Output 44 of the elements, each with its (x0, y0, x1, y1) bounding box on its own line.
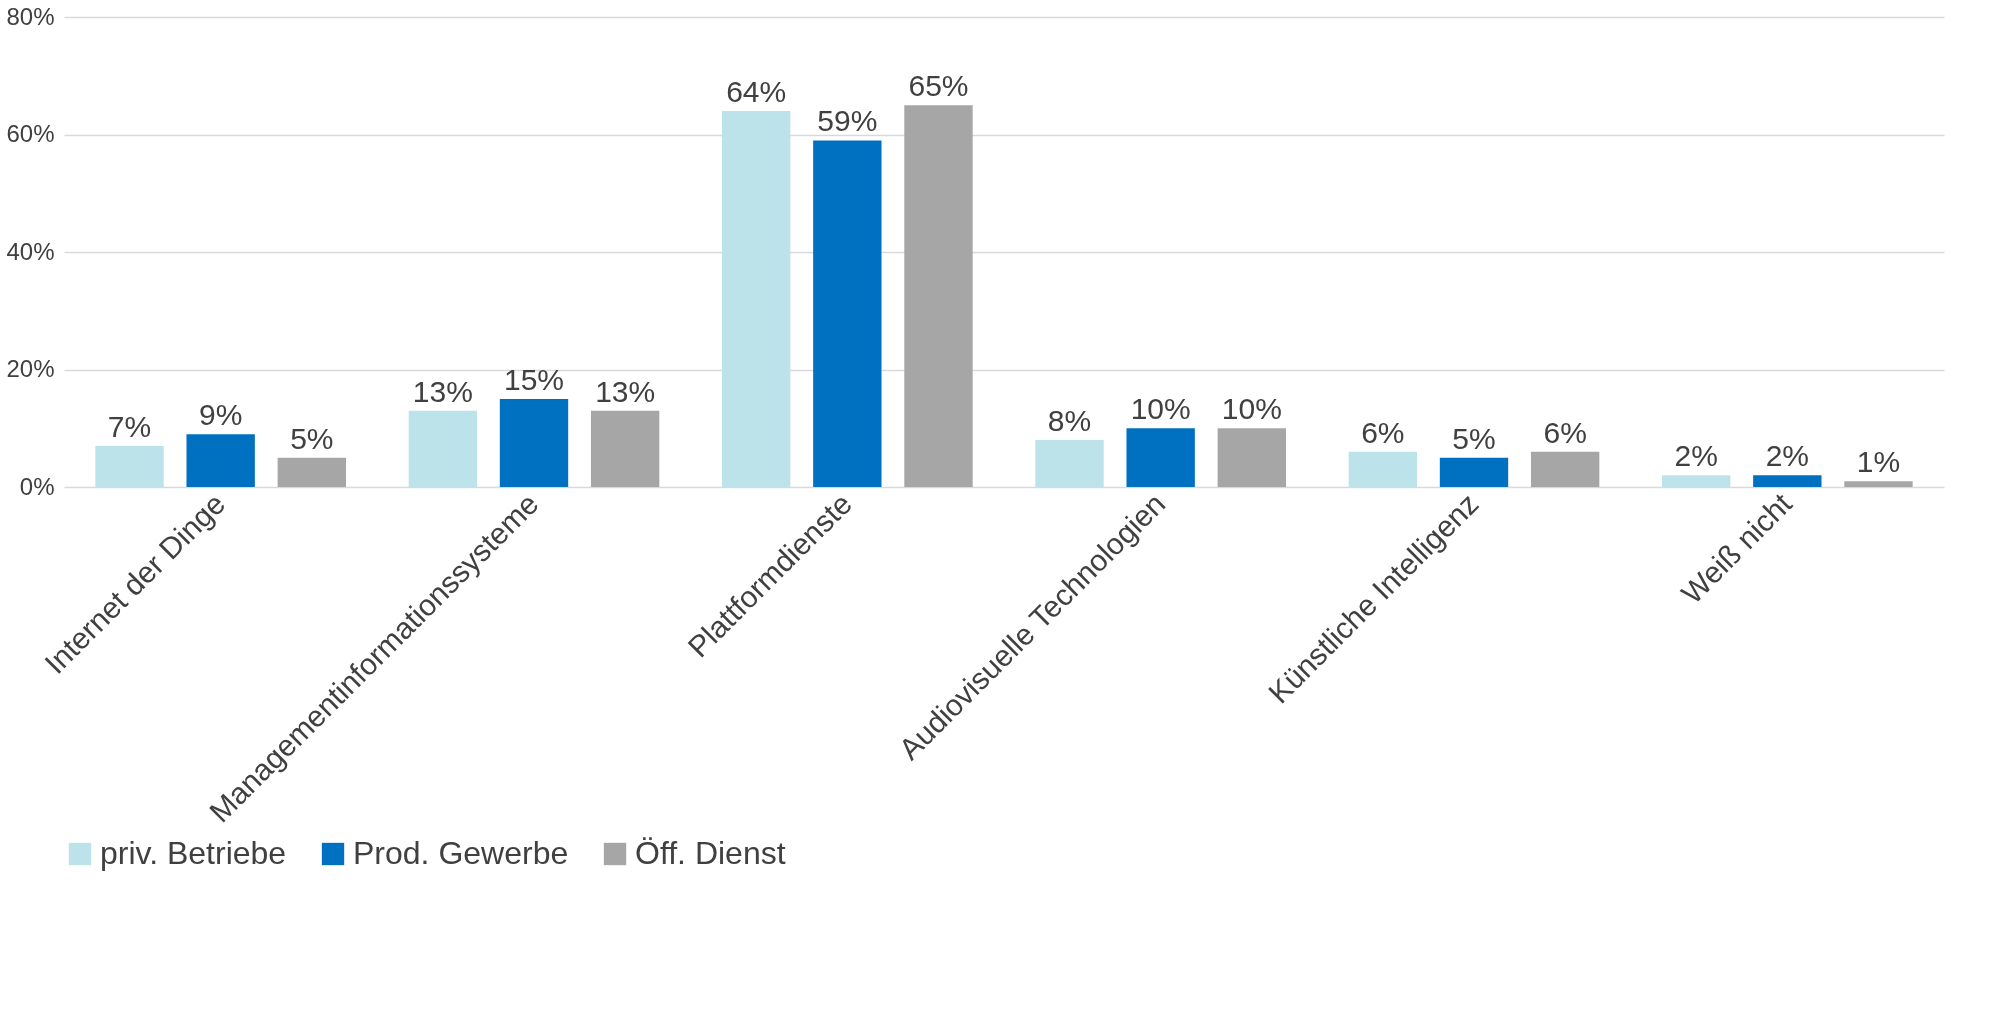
bar (722, 111, 791, 487)
legend-label: priv. Betriebe (100, 835, 287, 871)
y-tick-label: 80% (6, 2, 55, 30)
data-label: 15% (503, 362, 565, 396)
data-label: 9% (198, 398, 243, 432)
bar (95, 445, 164, 487)
data-label: 1% (1856, 445, 1901, 479)
bar (1348, 451, 1418, 487)
data-label: 5% (1452, 421, 1496, 455)
bar (813, 140, 882, 487)
bar (904, 105, 973, 487)
bar (1662, 475, 1731, 487)
bar (1217, 428, 1286, 487)
data-label: 13% (595, 374, 656, 408)
data-label: 59% (817, 104, 878, 138)
bar (408, 410, 478, 487)
bar (1035, 440, 1104, 487)
data-label: 2% (1765, 439, 1810, 473)
bar (1844, 481, 1913, 487)
bar (186, 434, 255, 487)
y-tick-label: 20% (6, 355, 55, 382)
bar (1439, 457, 1509, 487)
y-tick-label: 40% (6, 237, 55, 265)
data-label: 6% (1543, 415, 1587, 449)
bar (1753, 475, 1822, 487)
bar (1126, 428, 1195, 487)
data-label: 7% (107, 409, 152, 443)
data-label: 13% (412, 374, 473, 408)
bar (499, 398, 569, 487)
data-label: 6% (1361, 415, 1405, 449)
data-label: 8% (1047, 404, 1092, 437)
data-label: 10% (1130, 392, 1191, 426)
data-label: 5% (290, 421, 334, 455)
data-label: 64% (726, 75, 787, 108)
legend-label: Öff. Dienst (635, 835, 786, 871)
data-label: 65% (908, 69, 969, 103)
bar (277, 457, 346, 487)
y-tick-label: 0% (19, 472, 55, 500)
legend-label: Prod. Gewerbe (353, 835, 569, 871)
y-tick-label: 60% (6, 120, 55, 147)
bar (1530, 451, 1600, 487)
bar (590, 410, 660, 487)
data-label: 2% (1674, 439, 1718, 473)
data-label: 10% (1221, 392, 1282, 426)
